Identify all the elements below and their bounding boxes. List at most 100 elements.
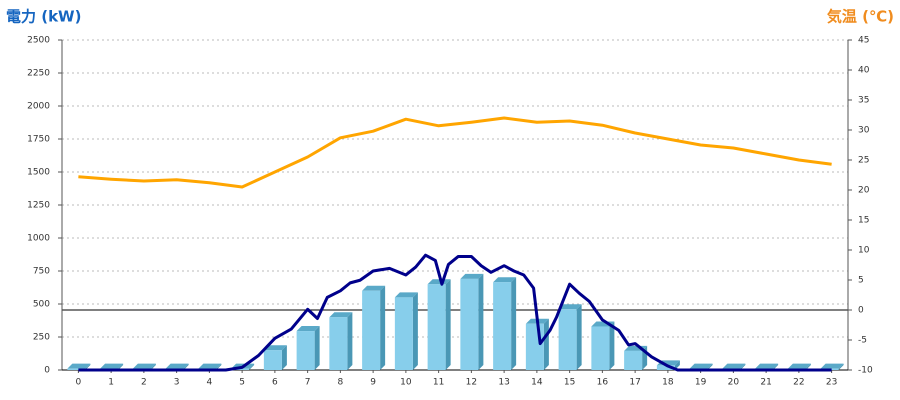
x-tick-label: 15 bbox=[564, 378, 575, 388]
x-tick-label: 10 bbox=[400, 378, 412, 388]
bar bbox=[493, 282, 512, 370]
y2-tick-label: 45 bbox=[858, 36, 869, 46]
x-tick-label: 7 bbox=[305, 378, 311, 388]
x-tick-label: 19 bbox=[695, 378, 707, 388]
bar-side bbox=[838, 363, 844, 370]
bar-top bbox=[296, 326, 320, 332]
bar-top bbox=[787, 363, 811, 369]
y-tick-label: 750 bbox=[33, 267, 50, 277]
bar-top bbox=[132, 363, 156, 369]
bar bbox=[558, 309, 577, 370]
bar-top bbox=[689, 363, 713, 369]
bar-side bbox=[347, 312, 353, 370]
bar-side bbox=[380, 285, 386, 370]
bar-top bbox=[263, 345, 287, 351]
bar-group bbox=[263, 345, 287, 370]
bar-top bbox=[198, 363, 222, 369]
bar-group bbox=[591, 321, 615, 370]
line bbox=[78, 116, 832, 189]
x-tick-label: 12 bbox=[466, 378, 477, 388]
bar bbox=[394, 297, 413, 370]
bar-top bbox=[100, 363, 124, 369]
x-tick-label: 16 bbox=[597, 378, 609, 388]
bar bbox=[656, 365, 675, 370]
bar-side bbox=[740, 363, 746, 370]
bar-side bbox=[216, 363, 222, 370]
x-tick-label: 14 bbox=[531, 378, 543, 388]
y-tick-label: 2500 bbox=[27, 36, 50, 46]
x-tick-label: 9 bbox=[370, 378, 376, 388]
bar-top bbox=[722, 363, 746, 369]
x-tick-label: 11 bbox=[433, 378, 444, 388]
bar-side bbox=[249, 363, 255, 370]
y2-tick-label: 10 bbox=[858, 246, 870, 256]
bar-top bbox=[362, 285, 386, 291]
bar-top bbox=[329, 312, 353, 318]
bar-side bbox=[511, 277, 517, 370]
x-tick-label: 5 bbox=[239, 378, 245, 388]
bar-side bbox=[314, 326, 320, 370]
bar-side bbox=[773, 363, 779, 370]
bar-side bbox=[445, 279, 451, 370]
bar-group bbox=[67, 363, 91, 370]
bar bbox=[362, 290, 381, 370]
y-tick-label: 250 bbox=[33, 333, 50, 343]
bar-side bbox=[805, 363, 811, 370]
y-tick-label: 2000 bbox=[27, 102, 50, 112]
bar bbox=[67, 368, 86, 370]
x-tick-label: 0 bbox=[76, 378, 82, 388]
bar bbox=[591, 326, 610, 370]
bar-top bbox=[558, 304, 582, 310]
bar-group bbox=[460, 273, 484, 370]
bar bbox=[231, 368, 250, 370]
bar-top bbox=[460, 273, 484, 279]
line bbox=[78, 253, 832, 372]
bar-side bbox=[609, 321, 615, 370]
x-tick-label: 6 bbox=[272, 378, 278, 388]
y-tick-label: 1500 bbox=[27, 168, 50, 178]
y-axis-title: 電力 (kW) bbox=[6, 8, 81, 26]
y2-tick-label: 35 bbox=[858, 96, 869, 106]
bar-top bbox=[755, 363, 779, 369]
bar bbox=[525, 323, 544, 370]
x-tick-label: 8 bbox=[338, 378, 344, 388]
bar-group bbox=[394, 292, 418, 370]
bar-top bbox=[394, 292, 418, 298]
bar-side bbox=[150, 363, 156, 370]
x-tick-label: 17 bbox=[629, 378, 640, 388]
bar-side bbox=[707, 363, 713, 370]
y2-axis-title: 気温 (℃) bbox=[827, 8, 894, 26]
bar bbox=[624, 350, 643, 370]
y-tick-label: 0 bbox=[44, 366, 50, 376]
bar bbox=[427, 284, 446, 370]
x-tick-label: 3 bbox=[174, 378, 180, 388]
bar-side bbox=[412, 292, 418, 370]
bar-group bbox=[558, 304, 582, 370]
y2-tick-label: 20 bbox=[858, 186, 870, 196]
y-tick-label: 1000 bbox=[27, 234, 50, 244]
y2-tick-label: 40 bbox=[858, 66, 870, 76]
bar bbox=[263, 350, 282, 370]
bar-side bbox=[674, 360, 680, 370]
bar-group bbox=[427, 279, 451, 370]
y-tick-label: 1250 bbox=[27, 201, 50, 211]
y2-tick-label: 30 bbox=[858, 126, 870, 136]
bar-top bbox=[165, 363, 189, 369]
bar-group bbox=[296, 326, 320, 370]
y-tick-label: 500 bbox=[33, 300, 50, 310]
bar-side bbox=[118, 363, 124, 370]
bar-top bbox=[67, 363, 91, 369]
bar bbox=[460, 278, 479, 370]
y2-tick-label: -10 bbox=[858, 366, 873, 376]
y2-tick-label: 25 bbox=[858, 156, 869, 166]
bar-group bbox=[493, 277, 517, 370]
x-tick-label: 1 bbox=[108, 378, 114, 388]
bar-group bbox=[329, 312, 353, 370]
bar-side bbox=[85, 363, 91, 370]
x-tick-label: 18 bbox=[662, 378, 674, 388]
y2-tick-label: 5 bbox=[858, 276, 864, 286]
y2-tick-label: 0 bbox=[858, 306, 864, 316]
y2-tick-label: -5 bbox=[858, 336, 867, 346]
bar-side bbox=[576, 304, 582, 370]
